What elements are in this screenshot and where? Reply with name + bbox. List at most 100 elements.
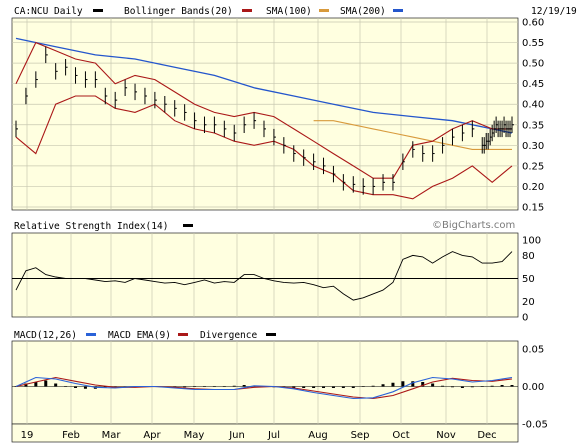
y-tick-label: 100 [522, 236, 541, 247]
divergence-bar [411, 381, 415, 387]
sma200-legend-swatch [393, 9, 403, 12]
divergence-bar [391, 382, 395, 387]
y-tick-label: 0.00 [522, 382, 544, 393]
divergence-legend-swatch [266, 333, 276, 336]
macd-ema-title: MACD EMA(9) [108, 330, 171, 341]
y-tick-label: 0.45 [522, 79, 544, 90]
divergence-bar [470, 386, 474, 388]
rsi-line [15, 251, 513, 301]
bollinger-lower-line [15, 95, 513, 200]
divergence-bar [312, 386, 316, 388]
divergence-bar [242, 385, 246, 387]
y-tick-label: 0.40 [522, 100, 544, 111]
divergence-bar [54, 383, 58, 387]
x-tick-label: Apr [143, 430, 161, 441]
divergence-bar [83, 386, 87, 389]
divergence-bar [24, 383, 28, 387]
macd-line [15, 376, 513, 400]
y-tick-label: 0.15 [522, 203, 544, 214]
x-tick-label: Jul [267, 430, 280, 441]
divergence-bar [202, 386, 206, 387]
y-tick-label: 0.60 [522, 18, 544, 29]
y-tick-label: 80 [522, 251, 535, 262]
rsi-title: Relative Strength Index(14) [14, 221, 168, 232]
macd-panel [11, 340, 519, 425]
divergence-bar [341, 386, 345, 388]
divergence-bar [183, 386, 187, 388]
divergence-bar [14, 386, 18, 387]
divergence-bar [351, 386, 355, 388]
divergence-bar [371, 385, 375, 387]
chart-date: 12/19/19 [531, 6, 577, 17]
divergence-bar [34, 382, 38, 387]
sma200-line [15, 37, 513, 134]
sma100-legend-swatch [319, 9, 329, 12]
divergence-bar [490, 385, 494, 387]
rsi-panel [11, 232, 519, 318]
y-tick-label: -0.05 [522, 420, 548, 431]
x-tick-label: Dec [477, 430, 496, 441]
symbol-label: CA:NCU Daily [14, 6, 83, 17]
x-tick-label: Nov [436, 430, 456, 441]
y-tick-label: 50 [522, 274, 535, 285]
rsi-legend-swatch [183, 224, 193, 227]
sma100-label: SMA(100) [266, 6, 312, 17]
sma200-label: SMA(200) [340, 6, 386, 17]
divergence-bar [322, 386, 326, 388]
divergence-bar [292, 386, 296, 388]
divergence-bar [222, 386, 226, 387]
divergence-title: Divergence [200, 330, 257, 341]
x-tick-label: Oct [392, 430, 409, 441]
chart-marks [14, 37, 514, 400]
x-tick-label: Mar [102, 430, 122, 441]
divergence-bar [460, 386, 464, 388]
symbol-legend-swatch [93, 9, 103, 12]
divergence-bar [510, 385, 514, 387]
divergence-bar [193, 386, 197, 387]
macd-ema-legend-swatch [178, 333, 188, 336]
y-tick-label: 0.25 [522, 161, 544, 172]
divergence-bar [74, 386, 78, 388]
divergence-bar [421, 382, 425, 387]
divergence-bar [331, 386, 335, 388]
divergence-bar [302, 386, 306, 388]
y-tick-label: 0.55 [522, 38, 544, 49]
divergence-bar [103, 386, 107, 388]
divergence-bar [44, 380, 48, 387]
macd-ema-line [15, 376, 513, 400]
y-tick-label: 0 [522, 313, 528, 324]
y-tick-label: 0.30 [522, 141, 544, 152]
macd-legend-swatch [86, 333, 96, 336]
divergence-bar [441, 385, 445, 387]
divergence-bar [232, 385, 236, 387]
divergence-bar [381, 384, 385, 387]
price-panel [11, 17, 519, 211]
x-tick-label: Feb [62, 430, 80, 441]
y-tick-label: 0.35 [522, 120, 544, 131]
y-tick-label: 0.50 [522, 59, 544, 70]
axis-ticks: 19 Feb Mar Apr May Jun Jul Aug Sep Oct Nov Dec 0.60 0… [21, 18, 548, 442]
divergence-bar [500, 385, 504, 387]
x-tick-label: Jun [228, 430, 245, 441]
bollinger-legend-swatch [242, 9, 252, 12]
x-tick-label: May [184, 430, 205, 441]
y-tick-label: 20 [522, 297, 535, 308]
divergence-bar [401, 381, 405, 387]
y-tick-label: 0.20 [522, 182, 544, 193]
bollinger-upper-line [15, 41, 512, 179]
divergence-bar [480, 386, 484, 387]
sma100-line [313, 120, 512, 150]
divergence-bar [64, 386, 68, 387]
divergence-bar [431, 383, 435, 387]
date-axis-band [11, 423, 519, 443]
x-tick-label: 19 [21, 430, 34, 441]
divergence-bar [212, 386, 216, 387]
bollinger-label: Bollinger Bands(20) [124, 6, 233, 17]
x-tick-label: Sep [351, 430, 370, 441]
x-tick-label: Aug [308, 430, 328, 441]
y-tick-label: 0.05 [522, 345, 544, 356]
divergence-bar [361, 386, 365, 387]
divergence-bar [450, 386, 454, 388]
macd-title: MACD(12,26) [14, 330, 77, 341]
